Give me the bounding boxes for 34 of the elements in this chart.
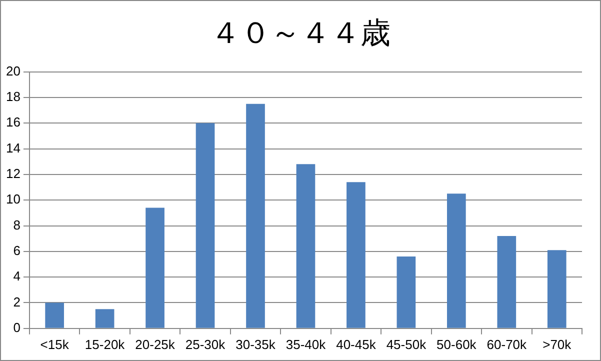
x-tick-label: 25-30k <box>185 336 226 352</box>
bar <box>246 104 265 328</box>
bar <box>95 309 114 328</box>
x-tick-label: 40-45k <box>336 336 376 352</box>
bar <box>497 236 516 328</box>
y-tick-label: 2 <box>13 294 20 310</box>
chart-title: ４０～４４歳 <box>210 15 392 53</box>
y-tick-label: 18 <box>6 89 20 104</box>
bar <box>146 208 164 328</box>
x-tick-label: >70k <box>542 336 572 352</box>
bar <box>447 194 466 328</box>
bar <box>196 123 215 328</box>
y-tick-label: 20 <box>6 63 20 78</box>
y-tick-label: 0 <box>13 320 20 335</box>
bar <box>296 164 316 328</box>
y-tick-label: 12 <box>6 166 20 182</box>
y-tick-label: 6 <box>13 243 20 258</box>
bar <box>346 182 366 328</box>
x-tick-label: 50-60k <box>436 336 477 352</box>
x-tick-label: 15-20k <box>84 336 126 352</box>
y-tick-label: 16 <box>6 114 20 130</box>
bar <box>396 256 416 328</box>
x-tick-label: 45-50k <box>386 336 427 352</box>
x-tick-label: 35-40k <box>286 336 326 352</box>
x-tick-label: 20-25k <box>135 336 176 352</box>
y-tick-label: 10 <box>6 192 20 207</box>
y-tick-label: 14 <box>6 140 20 156</box>
y-tick-label: 8 <box>13 217 20 232</box>
x-tick-label: 30-35k <box>236 336 276 352</box>
bar <box>547 250 566 328</box>
x-tick-label: 60-70k <box>486 336 528 352</box>
y-tick-label: 4 <box>13 268 20 284</box>
x-tick-label: <15k <box>40 336 70 352</box>
bar <box>45 302 64 328</box>
